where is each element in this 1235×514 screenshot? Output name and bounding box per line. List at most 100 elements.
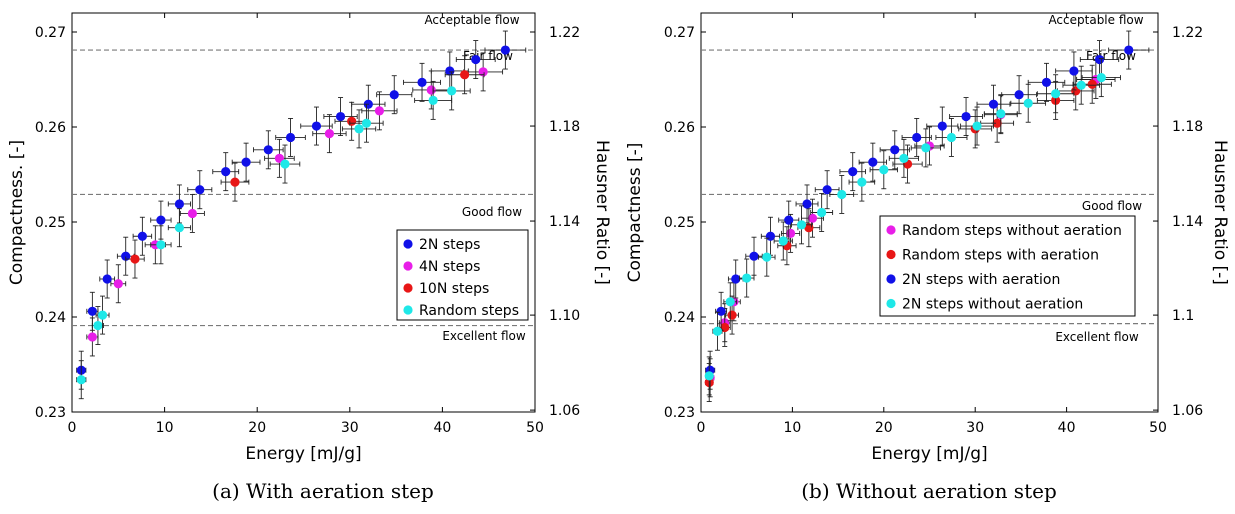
series-random-steps [76, 71, 471, 400]
legend-marker [886, 298, 896, 309]
data-point [1069, 66, 1079, 76]
data-point [1014, 90, 1024, 100]
data-point [899, 153, 909, 163]
y-tick-label: 0.26 [35, 120, 66, 136]
y2-axis-ticks: 1.06 1.1 1.14 1.18 1.22 [1153, 25, 1203, 419]
data-point [1041, 77, 1052, 87]
reference-label: Excellent flow [442, 329, 526, 343]
y-tick-label: 0.26 [664, 120, 695, 136]
data-point [113, 279, 123, 289]
data-point [961, 111, 971, 122]
data-point [195, 185, 205, 195]
y2-tick-label: 1.18 [549, 119, 580, 135]
x-axis-title: Energy [mJ/g] [871, 444, 987, 464]
y-axis-title: Compactness [-] [625, 143, 645, 283]
data-point [374, 106, 385, 116]
y2-tick-label: 1.18 [1172, 119, 1203, 135]
data-point [97, 310, 108, 320]
y-tick-label: 0.25 [35, 215, 66, 231]
plot-frame [700, 12, 1159, 413]
data-point [354, 124, 364, 134]
legend-marker [403, 283, 413, 293]
data-point [972, 121, 982, 131]
data-point [263, 145, 273, 155]
data-point [704, 371, 714, 381]
data-point [1087, 79, 1097, 89]
data-point [447, 86, 457, 96]
data-point [230, 177, 240, 187]
y2-tick-label: 1.22 [549, 25, 580, 41]
data-point [857, 177, 867, 187]
reference-label: Good flow [1082, 199, 1142, 213]
data-point [1076, 80, 1086, 90]
legend-label: Random steps with aeration [902, 248, 1099, 264]
y-tick-label: 0.25 [664, 215, 695, 231]
series-2n-steps-with-aeration [705, 30, 1150, 390]
legend-box [879, 215, 1136, 317]
data-point [471, 54, 481, 65]
data-point [817, 207, 827, 218]
y-tick-label: 0.24 [664, 310, 695, 326]
legend-label: Random steps without aeration [902, 223, 1122, 239]
x-tick-label: 40 [433, 420, 451, 436]
x-tick-label: 30 [341, 420, 359, 436]
reference-label: Excellent flow [1055, 330, 1139, 344]
data-point [727, 310, 737, 320]
data-point [1124, 45, 1134, 55]
data-point [121, 251, 131, 261]
x-tick-label: 50 [1149, 420, 1167, 436]
data-point [335, 111, 346, 122]
data-point [280, 159, 290, 169]
legend-marker [403, 261, 413, 271]
data-point [879, 165, 889, 175]
data-point [76, 375, 86, 385]
data-point [762, 252, 772, 262]
data-point [102, 274, 112, 284]
legend-box [396, 229, 529, 321]
data-point [1096, 73, 1106, 83]
y2-axis-ticks: 1.06 1.10 1.14 1.18 1.22 [530, 25, 580, 419]
data-point [187, 208, 197, 219]
legend-marker [403, 239, 413, 249]
x-tick-label: 30 [966, 420, 984, 436]
series-2n-steps [76, 30, 527, 390]
data-point [93, 320, 103, 331]
legend-marker [886, 274, 896, 284]
data-point [156, 215, 166, 225]
plot-frame [71, 12, 536, 413]
legend-marker [403, 305, 413, 315]
data-point [742, 273, 752, 283]
data-point [221, 167, 231, 177]
data-point [311, 121, 322, 131]
data-point [796, 220, 807, 230]
y2-tick-label: 1.22 [1172, 25, 1203, 41]
x-tick-label: 0 [697, 420, 706, 436]
data-point [822, 185, 832, 195]
data-point [785, 228, 796, 238]
data-point [137, 231, 147, 241]
legend-label: 2N steps [419, 237, 480, 253]
data-point [428, 95, 438, 105]
legend-label: 4N steps [419, 259, 480, 275]
chart-panel-b: 0 10 20 30 40 500.230.240.250.260.271.061.11.… [625, 12, 1230, 503]
y-axis-ticks: 0.23 0.24 0.25 0.26 0.27 [35, 25, 77, 421]
data-point [426, 85, 436, 95]
data-point [174, 199, 185, 209]
y2-tick-label: 1.06 [1172, 403, 1203, 419]
x-tick-label: 20 [875, 420, 893, 436]
data-point [445, 66, 455, 76]
data-point [778, 236, 788, 246]
chart-panel-a: 0 10 20 30 40 500.230.240.250.260.271.061.101… [7, 12, 612, 503]
data-point [946, 132, 957, 143]
data-point [1051, 89, 1061, 99]
x-tick-label: 50 [526, 420, 544, 436]
data-point [389, 90, 399, 100]
legend: Random steps without aeration Random step… [879, 215, 1136, 317]
reference-label: Acceptable flow [424, 13, 519, 27]
data-point [174, 223, 185, 233]
data-point [937, 121, 947, 131]
data-point [1071, 86, 1081, 96]
reference-label: Acceptable flow [1048, 13, 1143, 27]
legend-label: Random steps [419, 303, 519, 319]
